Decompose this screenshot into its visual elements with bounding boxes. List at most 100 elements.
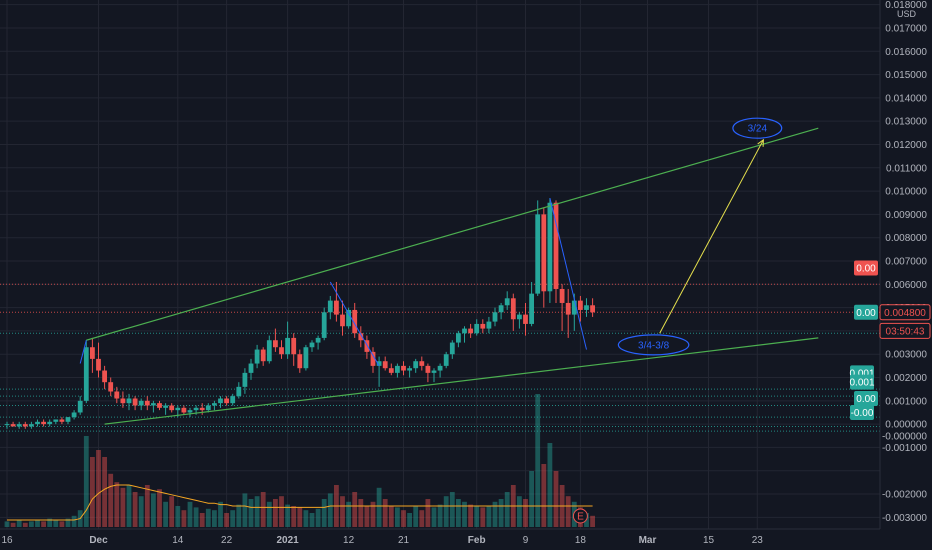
volume-bar [90, 457, 95, 527]
time-tick-label: 9 [523, 535, 529, 546]
candle-body [169, 405, 175, 411]
volume-moving-average [7, 484, 593, 521]
price-tick-label: 0.015000 [885, 70, 927, 81]
volume-bar [59, 521, 65, 527]
volume-bar [358, 499, 364, 527]
price-tag-label: 0.004800 [884, 308, 926, 319]
candle-body [35, 421, 40, 425]
price-tag-label: 0.001 [849, 378, 874, 389]
volume-bar [157, 489, 162, 527]
price-tick-label: 0.010000 [885, 187, 927, 198]
candle-body [260, 349, 266, 362]
candle-body [517, 314, 522, 320]
candle-body [138, 400, 144, 406]
candle-body [108, 382, 114, 392]
volume-bar [273, 499, 278, 527]
price-tag-box [854, 260, 878, 276]
volume-bar [138, 496, 144, 527]
candle-body [456, 333, 461, 343]
price-tick-label: 0.007000 [885, 257, 927, 268]
candle-body [419, 361, 425, 366]
volume-bar [431, 507, 437, 527]
candle-body [248, 363, 254, 373]
candle-body [144, 400, 150, 406]
candle-body [334, 300, 339, 315]
volume-bar [83, 436, 89, 527]
candle-body [431, 370, 437, 373]
price-tick-label: 0.011000 [886, 163, 927, 174]
trendline [104, 337, 819, 425]
candle-body [474, 323, 480, 334]
volume-bar [254, 496, 260, 527]
annotation-label: 3/4-3/8 [638, 340, 670, 351]
volume-bar [248, 499, 254, 527]
candle-body [132, 398, 138, 406]
time-tick-label: 16 [1, 535, 13, 546]
volume-bar [535, 394, 541, 527]
candle-body [413, 361, 419, 369]
candle-body [212, 403, 217, 406]
candle-body [529, 293, 534, 324]
candle-body [382, 361, 388, 369]
volume-bar [279, 496, 284, 527]
candle-body [22, 424, 28, 427]
pattern-line [549, 197, 587, 350]
price-tag-label: 03:50:43 [886, 326, 925, 337]
candle-body [449, 342, 455, 355]
volume-bar [474, 506, 480, 527]
time-tick-label: Feb [468, 535, 486, 546]
candle-body [352, 309, 358, 334]
price-tick-label: -0.003000 [882, 513, 927, 524]
candle-body [151, 403, 156, 406]
candle-body [364, 340, 370, 352]
volume-bar [407, 513, 412, 527]
candle-body [327, 300, 333, 313]
volume-bar [413, 506, 419, 527]
candle-body [346, 309, 351, 327]
candle-body [242, 372, 248, 387]
volume-bar [224, 513, 229, 527]
volume-bar [327, 493, 333, 527]
price-tag-box [854, 390, 878, 406]
price-axis[interactable]: 0.018000 0.017000 0.016000 0.015000 0.014000… [882, 0, 927, 524]
volume-bar [102, 457, 107, 527]
volume-bar [376, 487, 382, 527]
candle-body [492, 312, 498, 322]
volume-bar [114, 482, 120, 527]
candle-body [510, 298, 516, 320]
volume-bar [126, 485, 132, 527]
volume-bar [22, 522, 28, 527]
volume-bar [541, 464, 547, 527]
earnings-marker-label: E [577, 512, 584, 523]
candle-body [303, 347, 309, 369]
volume-bar [565, 496, 571, 527]
volume-bar [395, 507, 400, 527]
candle-body [71, 412, 77, 418]
candle-body [340, 314, 345, 327]
volume-bar [419, 510, 425, 527]
price-tick-label: -0.000000 [882, 431, 927, 442]
annotation-label: 3/24 [748, 124, 768, 135]
price-tag: 0.004800 [879, 304, 931, 321]
candle-body [175, 407, 181, 411]
time-axis[interactable]: 16 Dec 14 22 2021 12 21 Feb 9 18 Mar 15 23 [1, 535, 763, 546]
candle-body [486, 321, 492, 329]
time-tick-label: Mar [639, 535, 657, 546]
price-tick-label: 0.006000 [885, 280, 927, 291]
volume-bar [425, 499, 431, 527]
candle-body [59, 419, 65, 422]
price-tick-label: 0.013000 [885, 117, 927, 128]
candle-body [230, 396, 236, 404]
candle-body [16, 424, 22, 427]
volume-bar [96, 450, 101, 527]
candle-body [443, 354, 449, 366]
volume-bar [16, 520, 22, 527]
volume-bar [504, 492, 510, 527]
time-axis-background [0, 529, 932, 550]
time-tick-label: 14 [172, 535, 184, 546]
candle-body [395, 365, 400, 373]
volume-bar [218, 501, 223, 527]
candle-body [90, 347, 95, 359]
volume-bar [370, 501, 376, 527]
